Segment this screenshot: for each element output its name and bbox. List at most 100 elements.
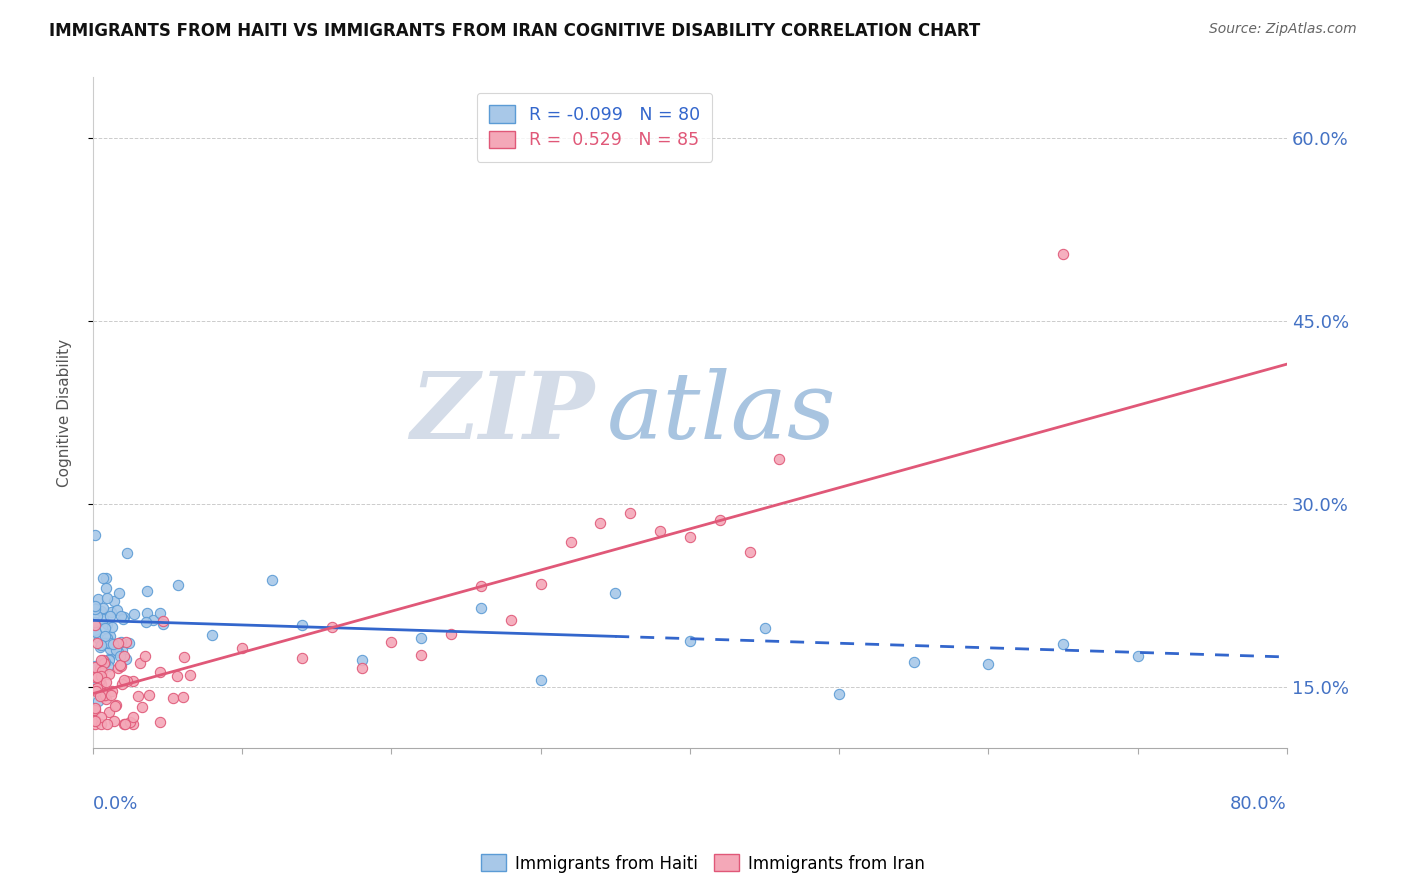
- Point: [134, 648, 156, 663]
- Point: [411, 631, 433, 645]
- Point: [83, 717, 105, 731]
- Point: [87, 694, 110, 708]
- Point: [103, 594, 125, 608]
- Point: [162, 691, 184, 706]
- Point: [1052, 247, 1074, 261]
- Point: [499, 613, 522, 627]
- Point: [350, 661, 373, 675]
- Point: [679, 634, 702, 648]
- Point: [83, 618, 105, 632]
- Point: [86, 681, 108, 695]
- Point: [166, 669, 188, 683]
- Point: [83, 700, 105, 714]
- Point: [83, 615, 105, 629]
- Point: [101, 683, 124, 698]
- Point: [93, 570, 115, 584]
- Point: [605, 586, 627, 600]
- Point: [122, 717, 145, 731]
- Point: [111, 677, 134, 691]
- Point: [112, 717, 135, 731]
- Point: [470, 601, 492, 615]
- Point: [110, 634, 132, 648]
- Point: [560, 535, 582, 549]
- Point: [112, 610, 135, 624]
- Point: [679, 530, 702, 544]
- Point: [619, 506, 641, 520]
- Point: [87, 592, 110, 607]
- Point: [98, 705, 121, 719]
- Point: [380, 635, 402, 649]
- Point: [96, 616, 118, 631]
- Point: [90, 676, 112, 690]
- Point: [83, 658, 105, 673]
- Point: [90, 668, 112, 682]
- Point: [768, 451, 790, 466]
- Point: [152, 616, 174, 631]
- Point: [440, 626, 463, 640]
- Point: [87, 632, 110, 646]
- Point: [107, 586, 129, 600]
- Point: [107, 636, 129, 650]
- Point: [91, 600, 114, 615]
- Point: [93, 656, 115, 670]
- Point: [90, 604, 112, 618]
- Point: [411, 648, 433, 662]
- Legend: Immigrants from Haiti, Immigrants from Iran: Immigrants from Haiti, Immigrants from I…: [475, 847, 931, 880]
- Point: [90, 653, 112, 667]
- Point: [105, 603, 128, 617]
- Point: [179, 668, 201, 682]
- Point: [83, 713, 105, 727]
- Point: [135, 606, 157, 620]
- Point: [152, 614, 174, 628]
- Point: [122, 607, 145, 622]
- Text: IMMIGRANTS FROM HAITI VS IMMIGRANTS FROM IRAN COGNITIVE DISABILITY CORRELATION C: IMMIGRANTS FROM HAITI VS IMMIGRANTS FROM…: [49, 22, 980, 40]
- Point: [84, 703, 107, 717]
- Point: [96, 581, 118, 595]
- Point: [90, 639, 112, 653]
- Point: [103, 714, 125, 728]
- Point: [138, 688, 160, 702]
- Point: [83, 681, 105, 696]
- Point: [104, 643, 127, 657]
- Point: [108, 657, 131, 672]
- Point: [97, 652, 120, 666]
- Point: [94, 674, 117, 689]
- Point: [84, 601, 107, 615]
- Point: [291, 651, 314, 665]
- Point: [84, 714, 107, 728]
- Point: [89, 673, 111, 687]
- Point: [118, 636, 141, 650]
- Point: [112, 648, 135, 663]
- Point: [83, 599, 105, 613]
- Point: [1126, 648, 1149, 663]
- Point: [94, 571, 117, 585]
- Point: [115, 546, 138, 560]
- Point: [91, 689, 114, 703]
- Point: [111, 642, 134, 657]
- Point: [96, 659, 118, 673]
- Point: [101, 637, 124, 651]
- Point: [115, 635, 138, 649]
- Point: [84, 683, 107, 698]
- Point: [96, 717, 118, 731]
- Y-axis label: Cognitive Disability: Cognitive Disability: [58, 339, 72, 487]
- Text: atlas: atlas: [606, 368, 835, 458]
- Point: [127, 689, 149, 703]
- Point: [530, 576, 553, 591]
- Point: [90, 710, 112, 724]
- Point: [97, 653, 120, 667]
- Point: [83, 528, 105, 542]
- Legend: R = -0.099   N = 80, R =  0.529   N = 85: R = -0.099 N = 80, R = 0.529 N = 85: [477, 93, 711, 161]
- Point: [97, 636, 120, 650]
- Point: [530, 673, 553, 687]
- Point: [94, 655, 117, 669]
- Point: [90, 686, 112, 700]
- Point: [149, 607, 172, 621]
- Point: [121, 710, 143, 724]
- Point: [107, 637, 129, 651]
- Point: [90, 717, 112, 731]
- Point: [828, 687, 851, 701]
- Point: [86, 609, 108, 624]
- Point: [107, 645, 129, 659]
- Point: [93, 654, 115, 668]
